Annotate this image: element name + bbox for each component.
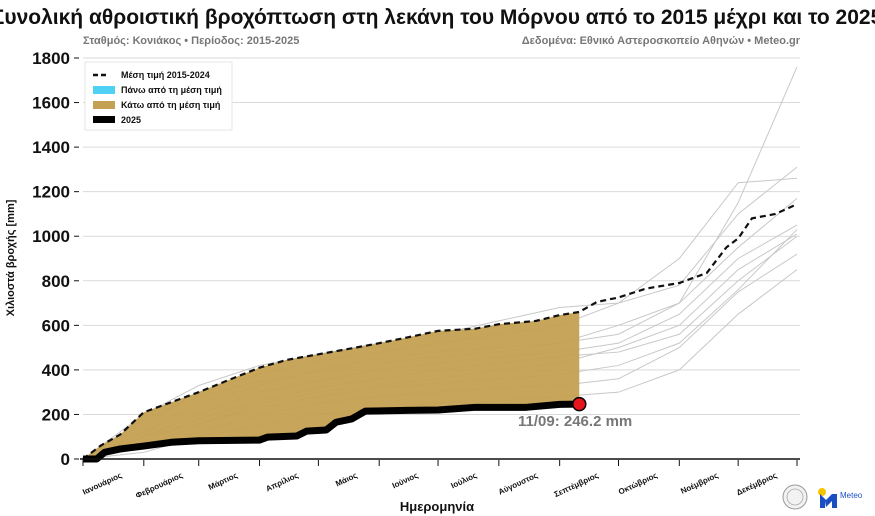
below-mean-fill xyxy=(83,311,580,459)
legend-above-swatch xyxy=(93,86,115,94)
mean-line-path xyxy=(82,203,798,460)
legend-2025-swatch xyxy=(93,116,115,123)
last-value-annotation: 11/09: 246.2 mm xyxy=(518,413,632,430)
x-tick-label: Σεπτέμβριος xyxy=(553,471,600,499)
current-year-line xyxy=(83,396,587,463)
x-tick-label: Οκτώβριος xyxy=(617,471,659,497)
x-tick-label: Φεβρουάριος xyxy=(134,471,184,501)
current-year-line-path xyxy=(83,400,580,463)
x-axis-label: Ημερομηνία xyxy=(400,499,474,514)
x-tick-label: Απρίλιος xyxy=(264,471,299,494)
legend: Μέση τιμή 2015-2024 Πάνω από τη μέση τιμ… xyxy=(84,61,233,131)
y-axis: 0 200 400 600 800 1000 1200 1400 1600 1800 xyxy=(32,49,79,469)
x-tick-label: Νοέμβριος xyxy=(679,471,719,496)
y-axis-label: Χιλιοστά βροχής [mm] xyxy=(5,199,17,316)
legend-above-label: Πάνω από τη μέση τιμή xyxy=(121,85,222,95)
x-tick-label: Μάρτιος xyxy=(207,471,239,492)
legend-below-swatch xyxy=(93,101,115,109)
x-tick-label: Ιούνιος xyxy=(391,471,420,491)
y-tick-label: 400 xyxy=(42,361,70,380)
y-tick-label: 1400 xyxy=(32,138,70,157)
y-tick-label: 1000 xyxy=(32,227,70,246)
legend-mean-label: Μέση τιμή 2015-2024 xyxy=(121,70,210,80)
chart-subtitle-right: Δεδομένα: Εθνικό Αστεροσκοπείο Αθηνών • … xyxy=(522,35,801,47)
x-axis: Ιανουάριος Φεβρουάριος Μάρτιος Απρίλιος Μάιο… xyxy=(80,458,800,501)
y-tick-label: 1800 xyxy=(32,49,70,68)
meteo-logo: Meteo xyxy=(818,488,863,508)
chart-subtitle-left: Σταθμός: Κονιάκος • Περίοδος: 2015-2025 xyxy=(83,35,299,47)
y-tick-label: 800 xyxy=(42,272,70,291)
noa-seal-logo xyxy=(782,484,808,510)
x-tick-label: Ιούλιος xyxy=(450,471,479,491)
y-tick-label: 1600 xyxy=(32,94,70,113)
last-value-marker xyxy=(572,396,587,412)
y-tick-label: 200 xyxy=(42,405,70,424)
x-tick-label: Μάιος xyxy=(334,471,359,489)
gridlines xyxy=(83,57,800,415)
mean-line xyxy=(82,203,798,460)
y-tick-label: 600 xyxy=(42,316,70,335)
x-tick-label: Ιανουάριος xyxy=(81,471,123,497)
y-tick-label: 0 xyxy=(61,450,70,469)
below-mean-area xyxy=(83,311,580,459)
meteo-logo-text: Meteo xyxy=(840,491,863,500)
x-tick-label: Δεκέμβριος xyxy=(735,471,778,498)
y-tick-label: 1200 xyxy=(32,183,70,202)
chart-title: Συνολική αθροιστική βροχόπτωση στη λεκάν… xyxy=(0,6,875,29)
x-tick-label: Αύγουστος xyxy=(497,471,539,497)
legend-2025-label: 2025 xyxy=(121,115,141,125)
legend-below-label: Κάτω από τη μέση τιμή xyxy=(121,100,220,110)
